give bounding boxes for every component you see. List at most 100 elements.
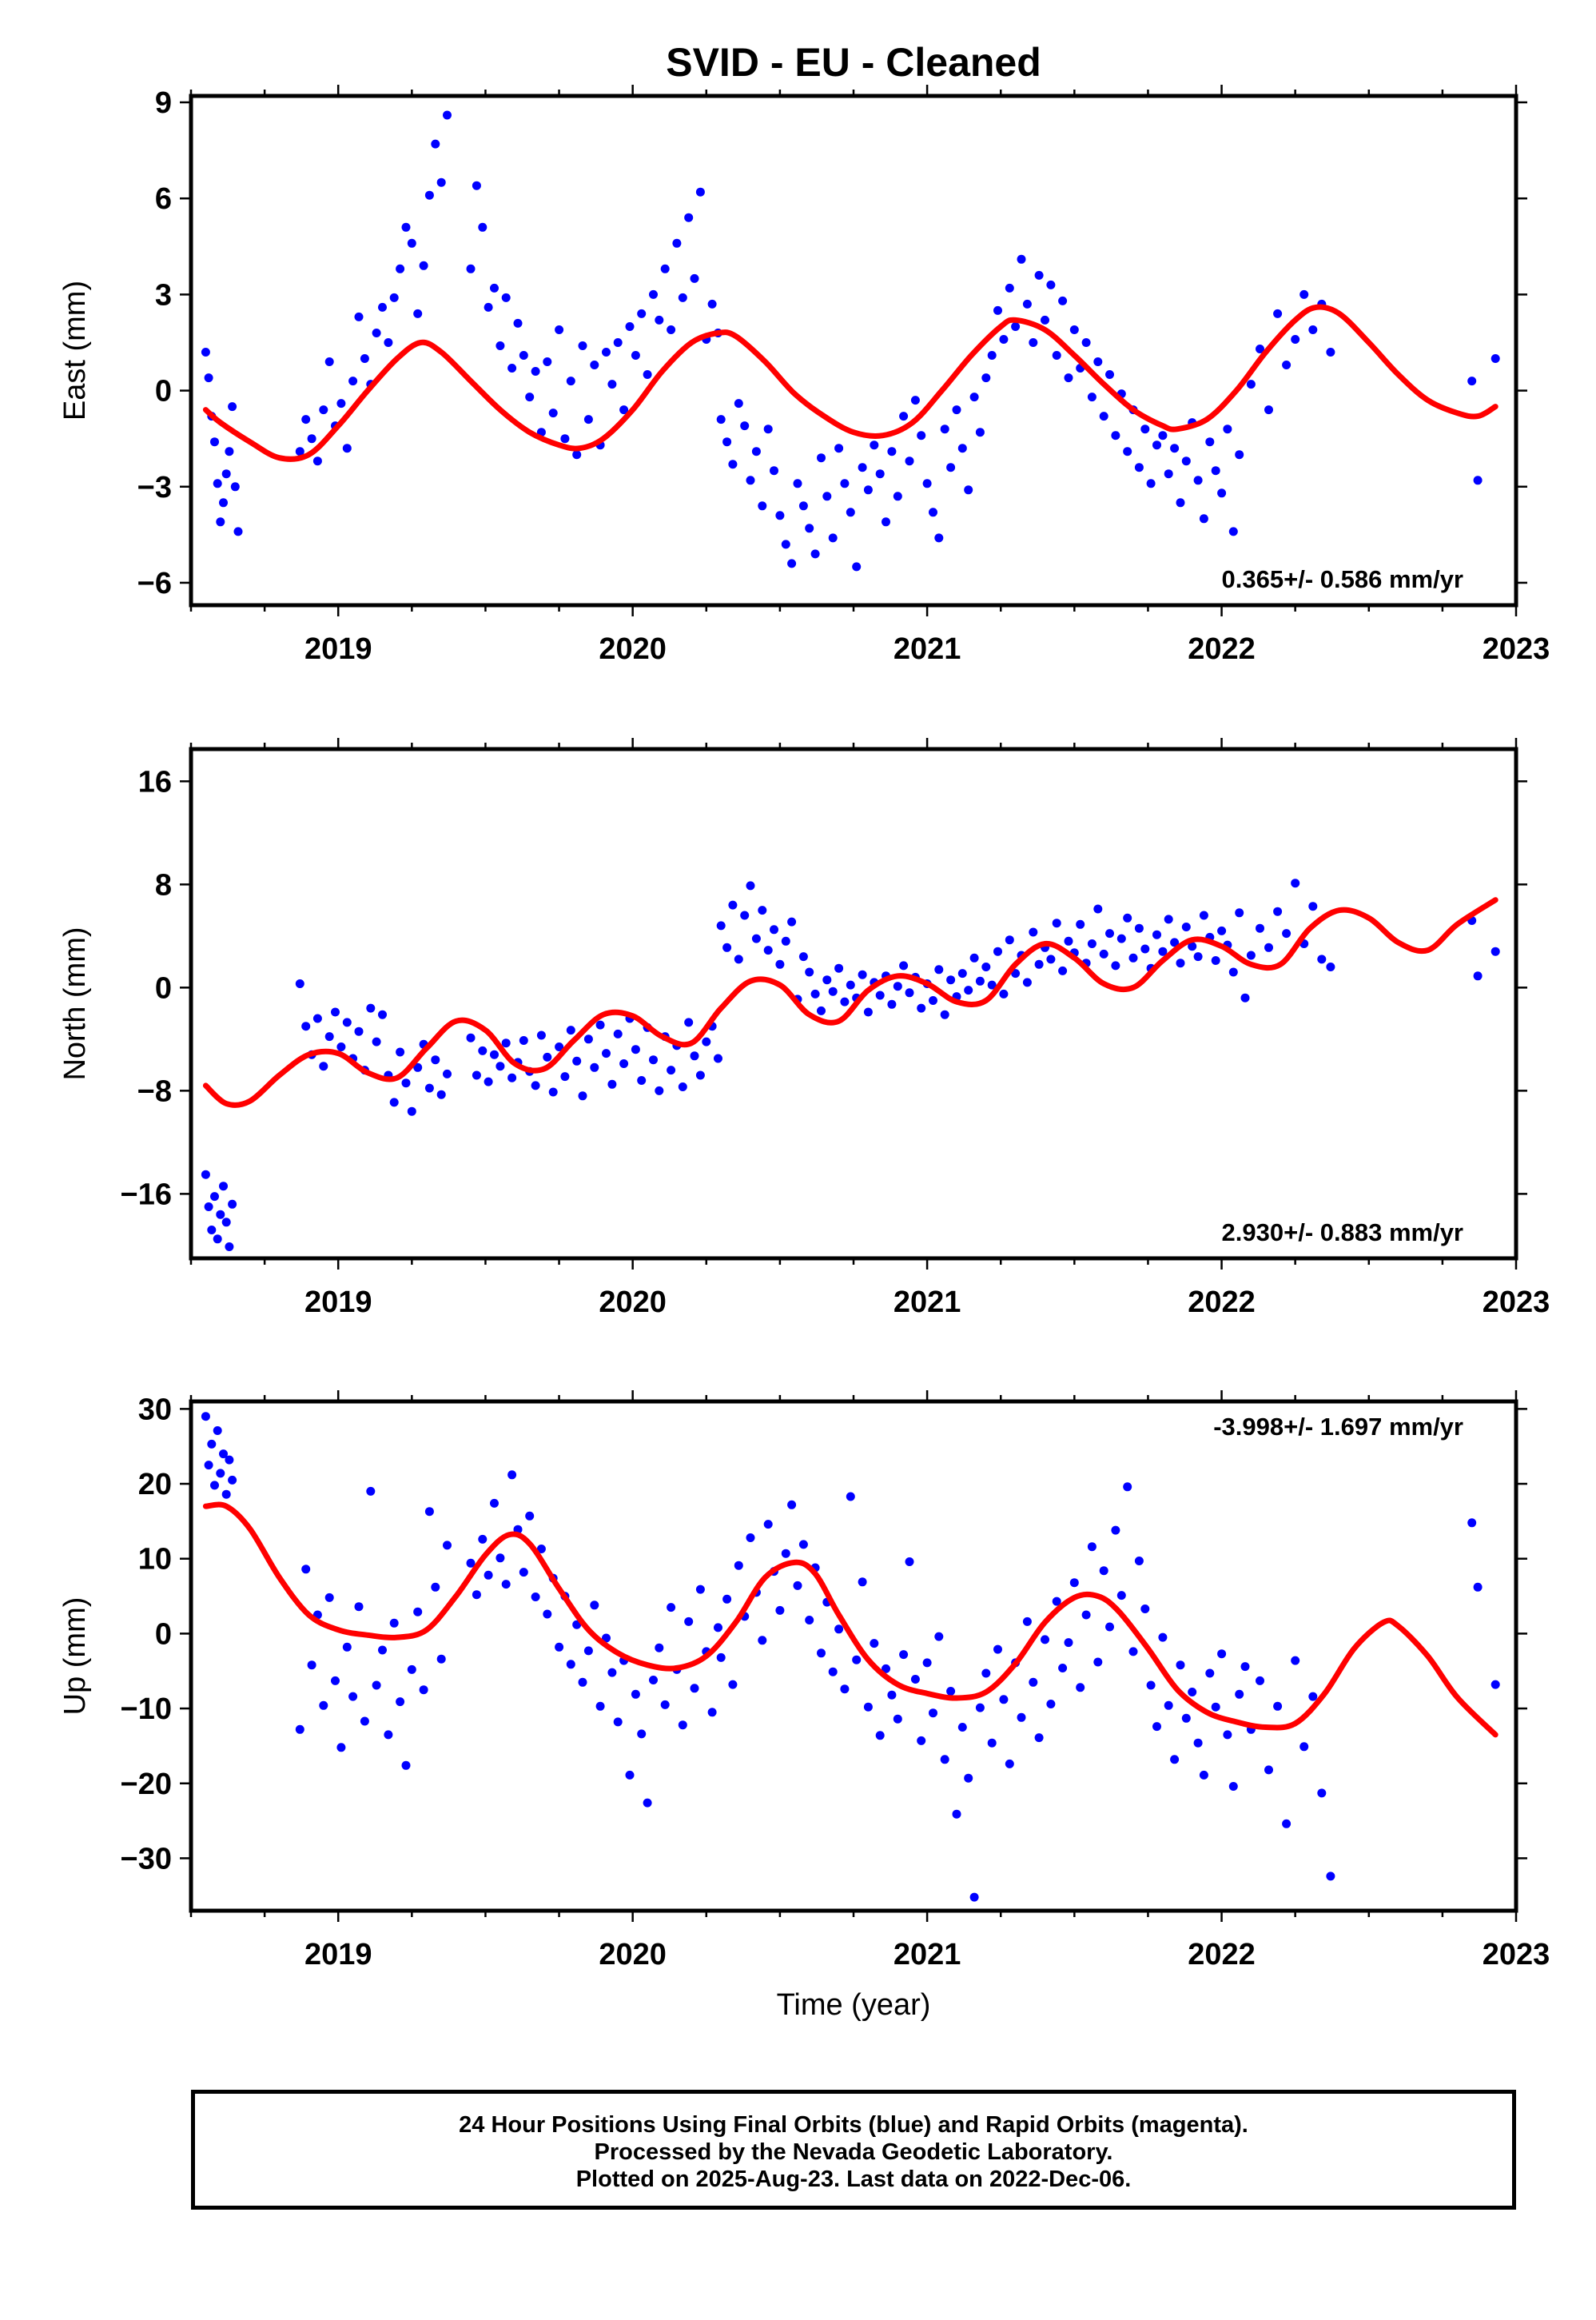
- data-point: [1235, 450, 1244, 460]
- data-point: [714, 1623, 722, 1632]
- data-point: [1134, 463, 1144, 472]
- data-point: [1282, 1819, 1292, 1828]
- footer-line-2: Processed by the Nevada Geodetic Laborat…: [594, 2139, 1113, 2165]
- data-point: [466, 264, 476, 273]
- data-point: [1205, 437, 1215, 447]
- data-point: [940, 1010, 949, 1019]
- footer-box: 24 Hour Positions Using Final Orbits (bl…: [191, 2090, 1516, 2210]
- data-point: [342, 1642, 352, 1652]
- data-point: [1273, 1701, 1283, 1711]
- data-point: [319, 405, 328, 415]
- data-point: [1081, 338, 1091, 347]
- data-point: [401, 1760, 411, 1770]
- x-tick-label: 2019: [304, 1286, 372, 1319]
- data-point: [975, 1703, 985, 1712]
- data-point: [1058, 296, 1068, 305]
- data-point: [667, 1603, 676, 1612]
- data-point: [602, 1049, 611, 1058]
- y-tick-label: 6: [155, 182, 172, 216]
- data-point: [590, 1062, 599, 1072]
- data-point: [1193, 952, 1203, 962]
- data-point: [424, 1083, 434, 1093]
- rate-annotation: -3.998+/- 1.697 mm/yr: [1213, 1413, 1463, 1441]
- data-point: [929, 508, 937, 517]
- data-point: [781, 936, 790, 946]
- data-point: [1491, 354, 1500, 363]
- data-point: [384, 338, 393, 347]
- data-point: [1164, 1700, 1173, 1710]
- data-point: [858, 970, 867, 979]
- data-point: [805, 967, 814, 977]
- data-point: [734, 399, 743, 409]
- data-point: [583, 415, 593, 425]
- data-point: [336, 1042, 346, 1051]
- data-point: [1170, 1755, 1180, 1764]
- data-point: [899, 961, 909, 971]
- data-point: [1017, 254, 1026, 264]
- data-point: [1022, 978, 1032, 987]
- data-point: [484, 1077, 493, 1086]
- data-point: [1022, 299, 1032, 309]
- data-point: [1264, 405, 1273, 415]
- data-point: [1223, 425, 1232, 434]
- data-point: [213, 1426, 222, 1435]
- y-tick-label: 30: [138, 1393, 172, 1426]
- data-point: [578, 1091, 587, 1101]
- data-point: [219, 1449, 228, 1459]
- data-point: [1326, 1872, 1335, 1881]
- data-point: [828, 987, 838, 996]
- data-point: [478, 1046, 488, 1055]
- data-point: [1164, 915, 1173, 924]
- y-tick-label: 9: [155, 86, 172, 120]
- x-tick-label: 2019: [304, 632, 372, 666]
- data-point: [655, 1086, 664, 1095]
- data-point: [1128, 1647, 1138, 1656]
- data-point: [543, 357, 552, 366]
- data-point: [722, 943, 732, 952]
- data-point: [1005, 935, 1014, 945]
- data-point: [472, 181, 481, 190]
- data-point: [952, 1809, 961, 1819]
- data-point: [1326, 348, 1335, 357]
- data-point: [1152, 1722, 1161, 1732]
- plot-area: [201, 879, 1500, 1251]
- data-point: [1158, 1632, 1168, 1642]
- data-point: [443, 110, 452, 120]
- data-point: [1217, 926, 1227, 935]
- data-point: [840, 997, 850, 1007]
- data-point: [987, 1738, 997, 1748]
- data-point: [1256, 1676, 1264, 1685]
- data-point: [204, 1461, 213, 1470]
- data-point: [981, 963, 991, 971]
- data-point: [1199, 911, 1208, 920]
- data-point: [1491, 1680, 1500, 1689]
- data-point: [295, 979, 304, 988]
- data-point: [728, 1680, 738, 1689]
- data-point: [834, 1624, 844, 1634]
- data-point: [805, 524, 814, 533]
- model-curve: [202, 304, 1498, 462]
- data-point: [1111, 961, 1120, 971]
- data-point: [319, 1062, 328, 1071]
- y-tick-label: −3: [137, 471, 172, 504]
- data-point: [336, 399, 346, 409]
- data-point: [221, 1489, 231, 1499]
- data-point: [342, 1018, 352, 1027]
- data-point: [637, 1076, 647, 1085]
- data-point: [882, 517, 890, 527]
- data-point: [204, 373, 213, 383]
- data-point: [501, 1038, 511, 1048]
- data-point: [893, 982, 902, 991]
- y-tick-label: −10: [121, 1692, 172, 1726]
- data-point: [952, 405, 961, 415]
- data-point: [384, 1730, 393, 1740]
- data-point: [1046, 280, 1056, 289]
- data-point: [1052, 919, 1061, 928]
- data-point: [378, 1645, 387, 1655]
- plot-area: [201, 110, 1500, 572]
- data-point: [714, 1054, 722, 1063]
- data-point: [484, 302, 493, 312]
- data-point: [987, 980, 997, 990]
- data-point: [870, 1639, 879, 1648]
- data-point: [1099, 412, 1108, 421]
